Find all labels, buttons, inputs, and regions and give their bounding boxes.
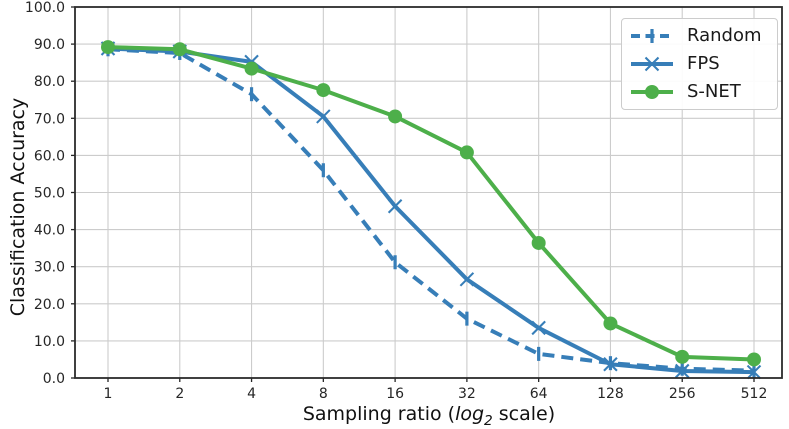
series-line-fps [107,46,755,375]
x-axis-label-sub2: 2 [484,412,493,429]
x-marker [387,198,403,214]
circle-marker [645,85,659,99]
circle-marker [459,145,474,160]
x-axis-label-post: scale) [492,403,556,425]
y-tick-label: 0.0 [43,371,65,387]
circle-marker [101,40,115,55]
x-axis-label: Sampling ratio (log2 scale) [75,403,783,429]
x-tick-label: 16 [386,386,404,402]
circle-marker [172,42,187,57]
circle-marker [603,316,618,331]
circle-marker [388,109,403,124]
legend-item-random: Random [630,22,769,50]
x-axis-label-log: log [455,403,485,425]
x-tick-label: 32 [458,386,476,402]
x-marker [644,56,660,72]
circle-marker [747,352,761,367]
legend: Random FPS S-NET [621,18,778,110]
x-marker [603,357,618,372]
random-line-sample-icon [631,29,673,43]
fps-line-sample-icon [631,56,673,72]
y-tick-label: 40.0 [34,223,65,239]
legend-label-fps: FPS [687,53,720,74]
x-tick-label: 128 [597,386,624,402]
y-tick-label: 60.0 [34,148,65,164]
y-tick-labels: 0.0 10.0 20.0 30.0 40.0 50.0 60.0 70.0 80.0 90.0 1… [25,0,65,387]
y-tick-label: 70.0 [34,111,65,127]
y-tick-label: 80.0 [34,74,65,90]
legend-item-fps: FPS [630,50,769,78]
x-tick-label: 64 [530,386,548,402]
x-marker [531,320,546,336]
circle-marker [316,83,331,98]
circle-marker [531,235,546,250]
x-tick-label: 2 [175,386,184,402]
x-tick-label: 8 [319,386,328,402]
series-line-s-net [107,45,755,362]
x-tick-label: 256 [669,386,696,402]
x-tick-label: 4 [247,386,256,402]
y-tick-label: 90.0 [34,37,65,53]
snet-line-sample-icon [631,85,673,99]
circle-marker [675,349,690,364]
y-tick-label: 20.0 [34,297,65,313]
x-marker [746,364,762,380]
x-axis-label-pre: Sampling ratio ( [302,403,456,425]
y-tick-label: 50.0 [34,186,65,202]
plot-frame [74,6,783,379]
x-tick-label: 1 [104,386,113,402]
x-marker [674,363,690,379]
x-marker [316,109,331,124]
legend-label-random: Random [687,25,762,46]
y-tick-label: 30.0 [34,260,65,276]
x-tick-label: 512 [741,386,768,402]
y-axis-label: Classification Accuracy [7,97,29,317]
legend-item-snet: S-NET [630,78,769,106]
x-marker [459,272,475,287]
y-tick-label: 100.0 [25,0,65,16]
x-tick-labels: 1 2 4 8 16 32 64 128 256 512 [104,386,768,402]
series-markers-s-net [101,40,761,367]
legend-label-snet: S-NET [687,81,741,102]
series-s-net [101,40,761,367]
circle-marker [244,61,259,76]
y-tick-label: 10.0 [34,334,65,350]
